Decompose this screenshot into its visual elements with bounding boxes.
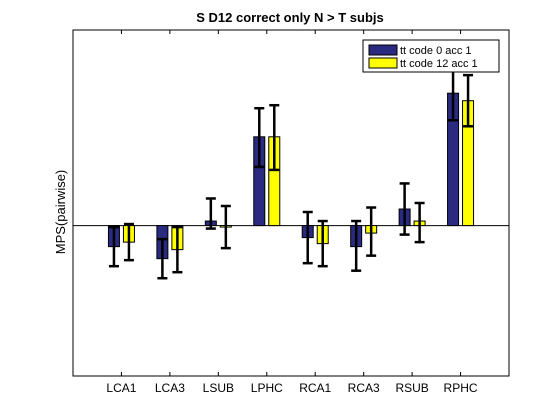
x-tick-label-lca1: LCA1 — [106, 381, 136, 395]
axes-box — [72, 29, 510, 377]
legend-label: tt code 12 acc 1 — [400, 58, 478, 70]
x-tick-label-rsub: RSUB — [395, 381, 428, 395]
legend: tt code 0 acc 1tt code 12 acc 1 — [362, 39, 500, 73]
x-tick-label-lsub: LSUB — [203, 381, 234, 395]
legend-label: tt code 0 acc 1 — [400, 45, 472, 57]
y-axis-label: MPS(pairwise) — [53, 170, 68, 255]
chart-title: S D12 correct only N > T subjs — [196, 10, 383, 25]
x-tick-label-rca3: RCA3 — [348, 381, 380, 395]
x-tick-label-lphc: LPHC — [251, 381, 283, 395]
x-tick-label-rphc: RPHC — [444, 381, 478, 395]
legend-swatch — [368, 57, 398, 69]
plot-area: LCA1 LCA3 LSUB LPHC RCA1 RCA3 RSUB RPHC — [72, 29, 510, 395]
x-tick-label-lca3: LCA3 — [155, 381, 185, 395]
legend-swatch — [368, 44, 398, 56]
x-tick-label-rca1: RCA1 — [299, 381, 331, 395]
